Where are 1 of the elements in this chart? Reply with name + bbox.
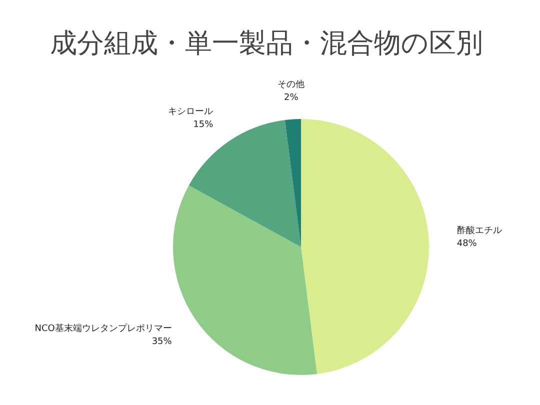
title: 成分組成・単一製品・混合物の区別 (50, 28, 483, 59)
